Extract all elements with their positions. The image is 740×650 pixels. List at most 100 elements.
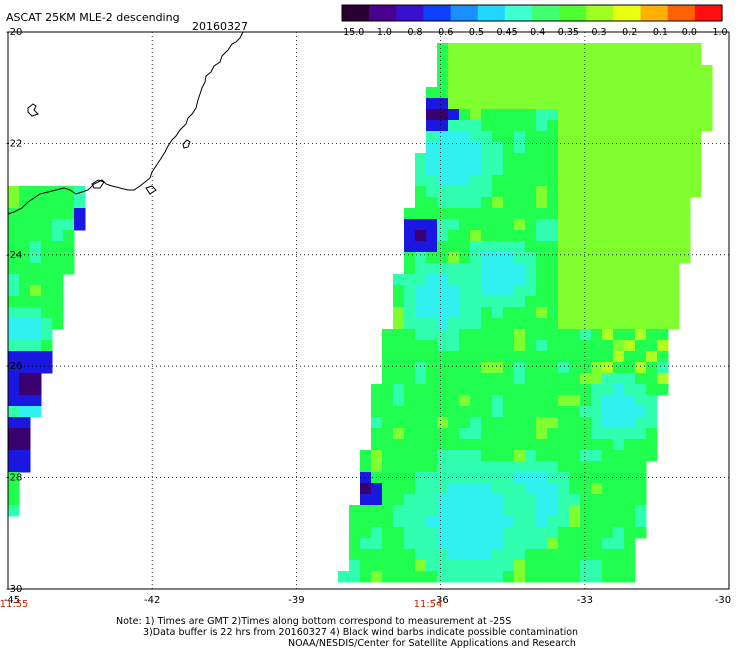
swath-cell [503, 54, 515, 66]
swath-cell [404, 263, 416, 275]
swath-cell [393, 428, 405, 440]
swath-cell [470, 263, 482, 275]
swath-cell [690, 153, 702, 165]
swath-cell [580, 406, 592, 418]
swath-cell [426, 197, 438, 209]
swath-cell [503, 362, 515, 374]
swath-cell [470, 307, 482, 319]
swath-cell [371, 395, 383, 407]
swath-cell [591, 461, 603, 473]
swath-cell [602, 505, 614, 517]
swath-cell [547, 516, 559, 528]
swath-cell [503, 98, 515, 110]
swath-cell [525, 571, 537, 583]
swath-cell [569, 406, 581, 418]
swath-cell [360, 549, 372, 561]
swath-cell [492, 505, 504, 517]
swath-cell [19, 197, 31, 209]
swath-cell [536, 538, 548, 550]
swath-cell [547, 65, 559, 77]
swath-cell [8, 186, 20, 198]
swath-cell [514, 494, 526, 506]
swath-cell [646, 285, 658, 297]
swath-cell [580, 131, 592, 143]
time-label-left: 11:55 [0, 599, 28, 610]
swath-cell [492, 307, 504, 319]
swath-cell [492, 340, 504, 352]
swath-cell [657, 230, 669, 242]
swath-cell [470, 241, 482, 253]
swath-cell [613, 494, 625, 506]
swath-cell [657, 186, 669, 198]
swath-cell [558, 494, 570, 506]
swath-cell [547, 461, 559, 473]
swath-cell [382, 505, 394, 517]
swath-cell [393, 560, 405, 572]
swath-cell [580, 241, 592, 253]
swath-cell [481, 109, 493, 121]
swath-cell [679, 186, 691, 198]
swath-cell [393, 538, 405, 550]
swath-cell [503, 65, 515, 77]
swath-cell [668, 252, 680, 264]
swath-cell [668, 296, 680, 308]
swath-cell [426, 175, 438, 187]
swath-cell [624, 153, 636, 165]
swath-cell [371, 439, 383, 451]
swath-cell [646, 373, 658, 385]
swath-cell [8, 307, 20, 319]
lon-tick-label: -33 [577, 595, 593, 606]
swath-cell [448, 208, 460, 220]
lon-tick-label: -42 [144, 595, 160, 606]
swath-cell [393, 417, 405, 429]
swath-cell [41, 296, 53, 308]
swath-cell [41, 318, 53, 330]
swath-cell [437, 494, 449, 506]
swath-cell [547, 296, 559, 308]
swath-cell [679, 120, 691, 132]
swath-cell [635, 285, 647, 297]
colorbar-swatch [450, 5, 479, 21]
swath-cell [492, 516, 504, 528]
swath-cell [63, 230, 75, 242]
swath-cell [393, 461, 405, 473]
swath-cell [481, 417, 493, 429]
swath-cell [492, 65, 504, 77]
swath-cell [382, 417, 394, 429]
swath-cell [514, 527, 526, 539]
swath-cell [481, 373, 493, 385]
swath-cell [437, 43, 449, 55]
swath-cell [437, 340, 449, 352]
swath-cell [613, 505, 625, 517]
swath-cell [492, 461, 504, 473]
swath-cell [8, 373, 20, 385]
swath-cell [547, 197, 559, 209]
swath-cell [602, 417, 614, 429]
swath-cell [580, 571, 592, 583]
swath-cell [569, 263, 581, 275]
swath-cell [492, 472, 504, 484]
swath-cell [690, 54, 702, 66]
swath-cell [19, 373, 31, 385]
swath-cell [602, 274, 614, 286]
swath-cell [668, 219, 680, 231]
swath-cell [668, 175, 680, 187]
swath-cell [602, 197, 614, 209]
swath-cell [30, 307, 42, 319]
swath-cell [558, 461, 570, 473]
swath-cell [448, 450, 460, 462]
swath-cell [382, 351, 394, 363]
swath-cell [448, 494, 460, 506]
swath-cell [481, 384, 493, 396]
swath-cell [404, 296, 416, 308]
swath-cell [470, 208, 482, 220]
swath-cell [635, 219, 647, 231]
swath-cell [481, 296, 493, 308]
swath-cell [525, 373, 537, 385]
swath-cell [602, 516, 614, 528]
swath-cell [536, 230, 548, 242]
swath-cell [30, 406, 42, 418]
swath-cell [19, 461, 31, 473]
swath-cell [635, 329, 647, 341]
swath-cell [646, 428, 658, 440]
